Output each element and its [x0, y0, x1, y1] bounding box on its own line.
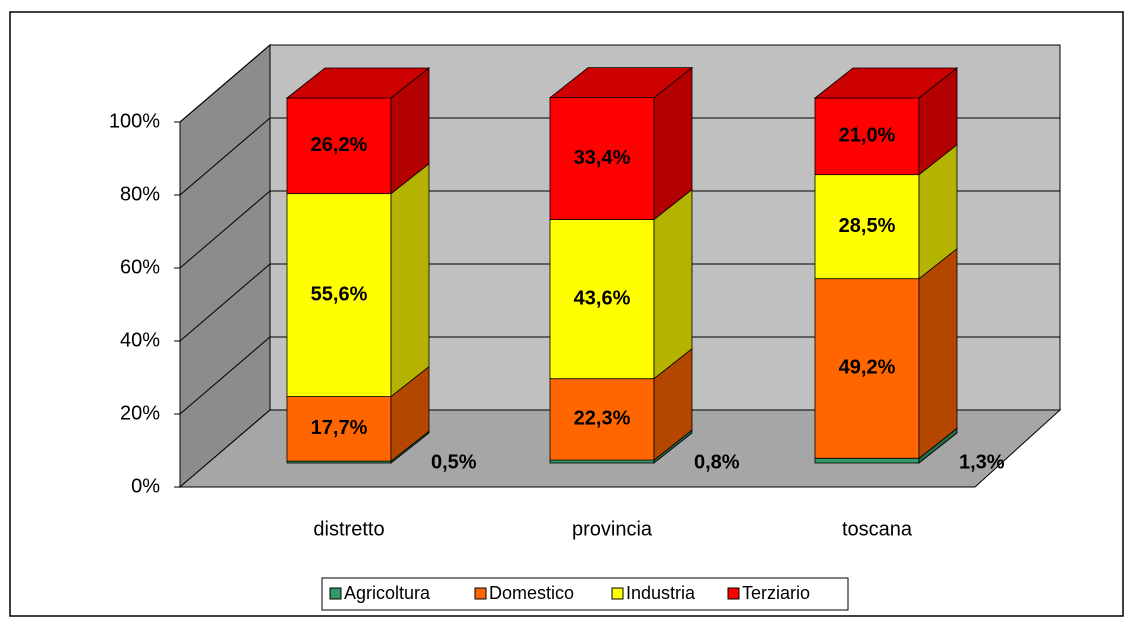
legend-label: Domestico — [489, 583, 574, 603]
bar-segment — [549, 219, 655, 380]
data-label: 26,2% — [311, 134, 368, 156]
bar-top — [548, 67, 694, 99]
bar-side — [918, 247, 958, 460]
grid-line — [179, 263, 271, 342]
bar-top — [813, 67, 959, 99]
legend-label: Terziario — [742, 583, 810, 603]
legend-swatch — [329, 587, 342, 600]
legend-label: Industria — [626, 583, 696, 603]
bar-segment — [549, 378, 655, 461]
data-label: 0,5% — [431, 451, 477, 473]
x-tick-label: provincia — [572, 518, 653, 540]
grid-line — [179, 190, 271, 269]
grid-line — [179, 44, 271, 123]
data-label: 17,7% — [311, 417, 368, 439]
bar-side — [653, 188, 693, 380]
data-label: 22,3% — [574, 408, 631, 430]
y-tick-label: 100% — [109, 110, 160, 132]
data-label: 55,6% — [311, 283, 368, 305]
bar-segment — [549, 459, 655, 464]
legend-swatch — [474, 587, 487, 600]
y-tick-label: 0% — [131, 475, 160, 497]
data-label: 0,8% — [694, 451, 740, 473]
data-label: 21,0% — [839, 125, 896, 147]
bar-segment — [286, 97, 392, 195]
y-tick-label: 80% — [120, 183, 160, 205]
bar-segment — [814, 278, 920, 459]
legend-label: Agricoltura — [344, 583, 431, 603]
y-tick-label: 60% — [120, 256, 160, 278]
bar-top — [285, 67, 431, 99]
data-label: 1,3% — [959, 451, 1005, 473]
x-tick-label: distretto — [313, 518, 384, 540]
data-label: 43,6% — [574, 287, 631, 309]
grid-line — [179, 336, 271, 415]
y-tick-label: 20% — [120, 402, 160, 424]
bar-segment — [814, 457, 920, 464]
bar-segment — [814, 97, 920, 176]
legend-swatch — [611, 587, 624, 600]
y-tick-label: 40% — [120, 329, 160, 351]
bar-segment — [286, 396, 392, 462]
data-label: 33,4% — [574, 147, 631, 169]
legend-swatch — [727, 587, 740, 600]
side-wall — [179, 43, 271, 489]
data-label: 49,2% — [839, 357, 896, 379]
x-tick-label: toscana — [842, 518, 913, 540]
legend-box — [321, 577, 849, 611]
data-label: 28,5% — [839, 215, 896, 237]
bar-segment — [286, 193, 392, 397]
bar-side — [390, 162, 430, 398]
grid-line — [179, 117, 271, 196]
bar-segment — [814, 174, 920, 280]
